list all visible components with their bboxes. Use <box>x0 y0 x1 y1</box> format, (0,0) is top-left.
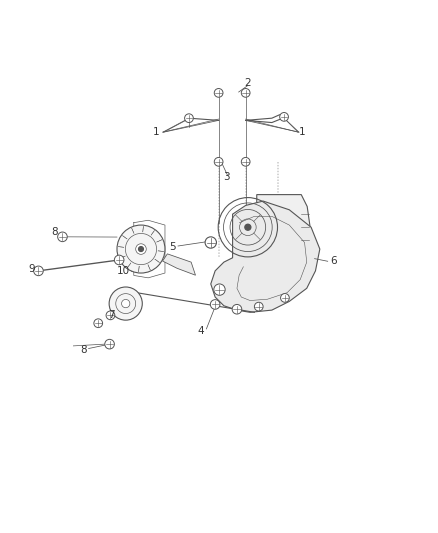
Circle shape <box>57 232 67 241</box>
Text: 3: 3 <box>222 172 229 182</box>
Circle shape <box>279 112 288 121</box>
Polygon shape <box>210 201 319 312</box>
Circle shape <box>105 340 114 349</box>
Polygon shape <box>162 254 195 275</box>
Circle shape <box>135 244 146 254</box>
Circle shape <box>205 237 216 248</box>
Circle shape <box>94 319 102 328</box>
Text: 8: 8 <box>80 345 87 356</box>
Circle shape <box>254 302 262 311</box>
Text: 4: 4 <box>198 326 204 336</box>
Polygon shape <box>256 195 309 260</box>
Text: 2: 2 <box>244 78 251 88</box>
Text: 1: 1 <box>152 127 159 137</box>
Text: 7: 7 <box>108 310 114 320</box>
Circle shape <box>213 284 225 295</box>
Text: 9: 9 <box>28 264 35 273</box>
Text: 1: 1 <box>298 127 305 137</box>
Circle shape <box>114 255 124 265</box>
Circle shape <box>117 225 165 273</box>
Circle shape <box>244 224 250 230</box>
Text: 5: 5 <box>169 242 175 252</box>
Circle shape <box>241 88 250 97</box>
Circle shape <box>109 287 142 320</box>
Circle shape <box>106 311 115 320</box>
Circle shape <box>138 247 143 252</box>
Circle shape <box>121 300 130 308</box>
Circle shape <box>232 304 241 314</box>
Circle shape <box>280 294 289 302</box>
Circle shape <box>184 114 193 123</box>
Circle shape <box>241 157 250 166</box>
Circle shape <box>214 88 223 97</box>
Text: 6: 6 <box>330 256 336 266</box>
Text: 10: 10 <box>117 266 130 276</box>
Text: 8: 8 <box>51 228 58 238</box>
Circle shape <box>214 157 223 166</box>
Circle shape <box>210 300 219 309</box>
Circle shape <box>34 266 43 276</box>
